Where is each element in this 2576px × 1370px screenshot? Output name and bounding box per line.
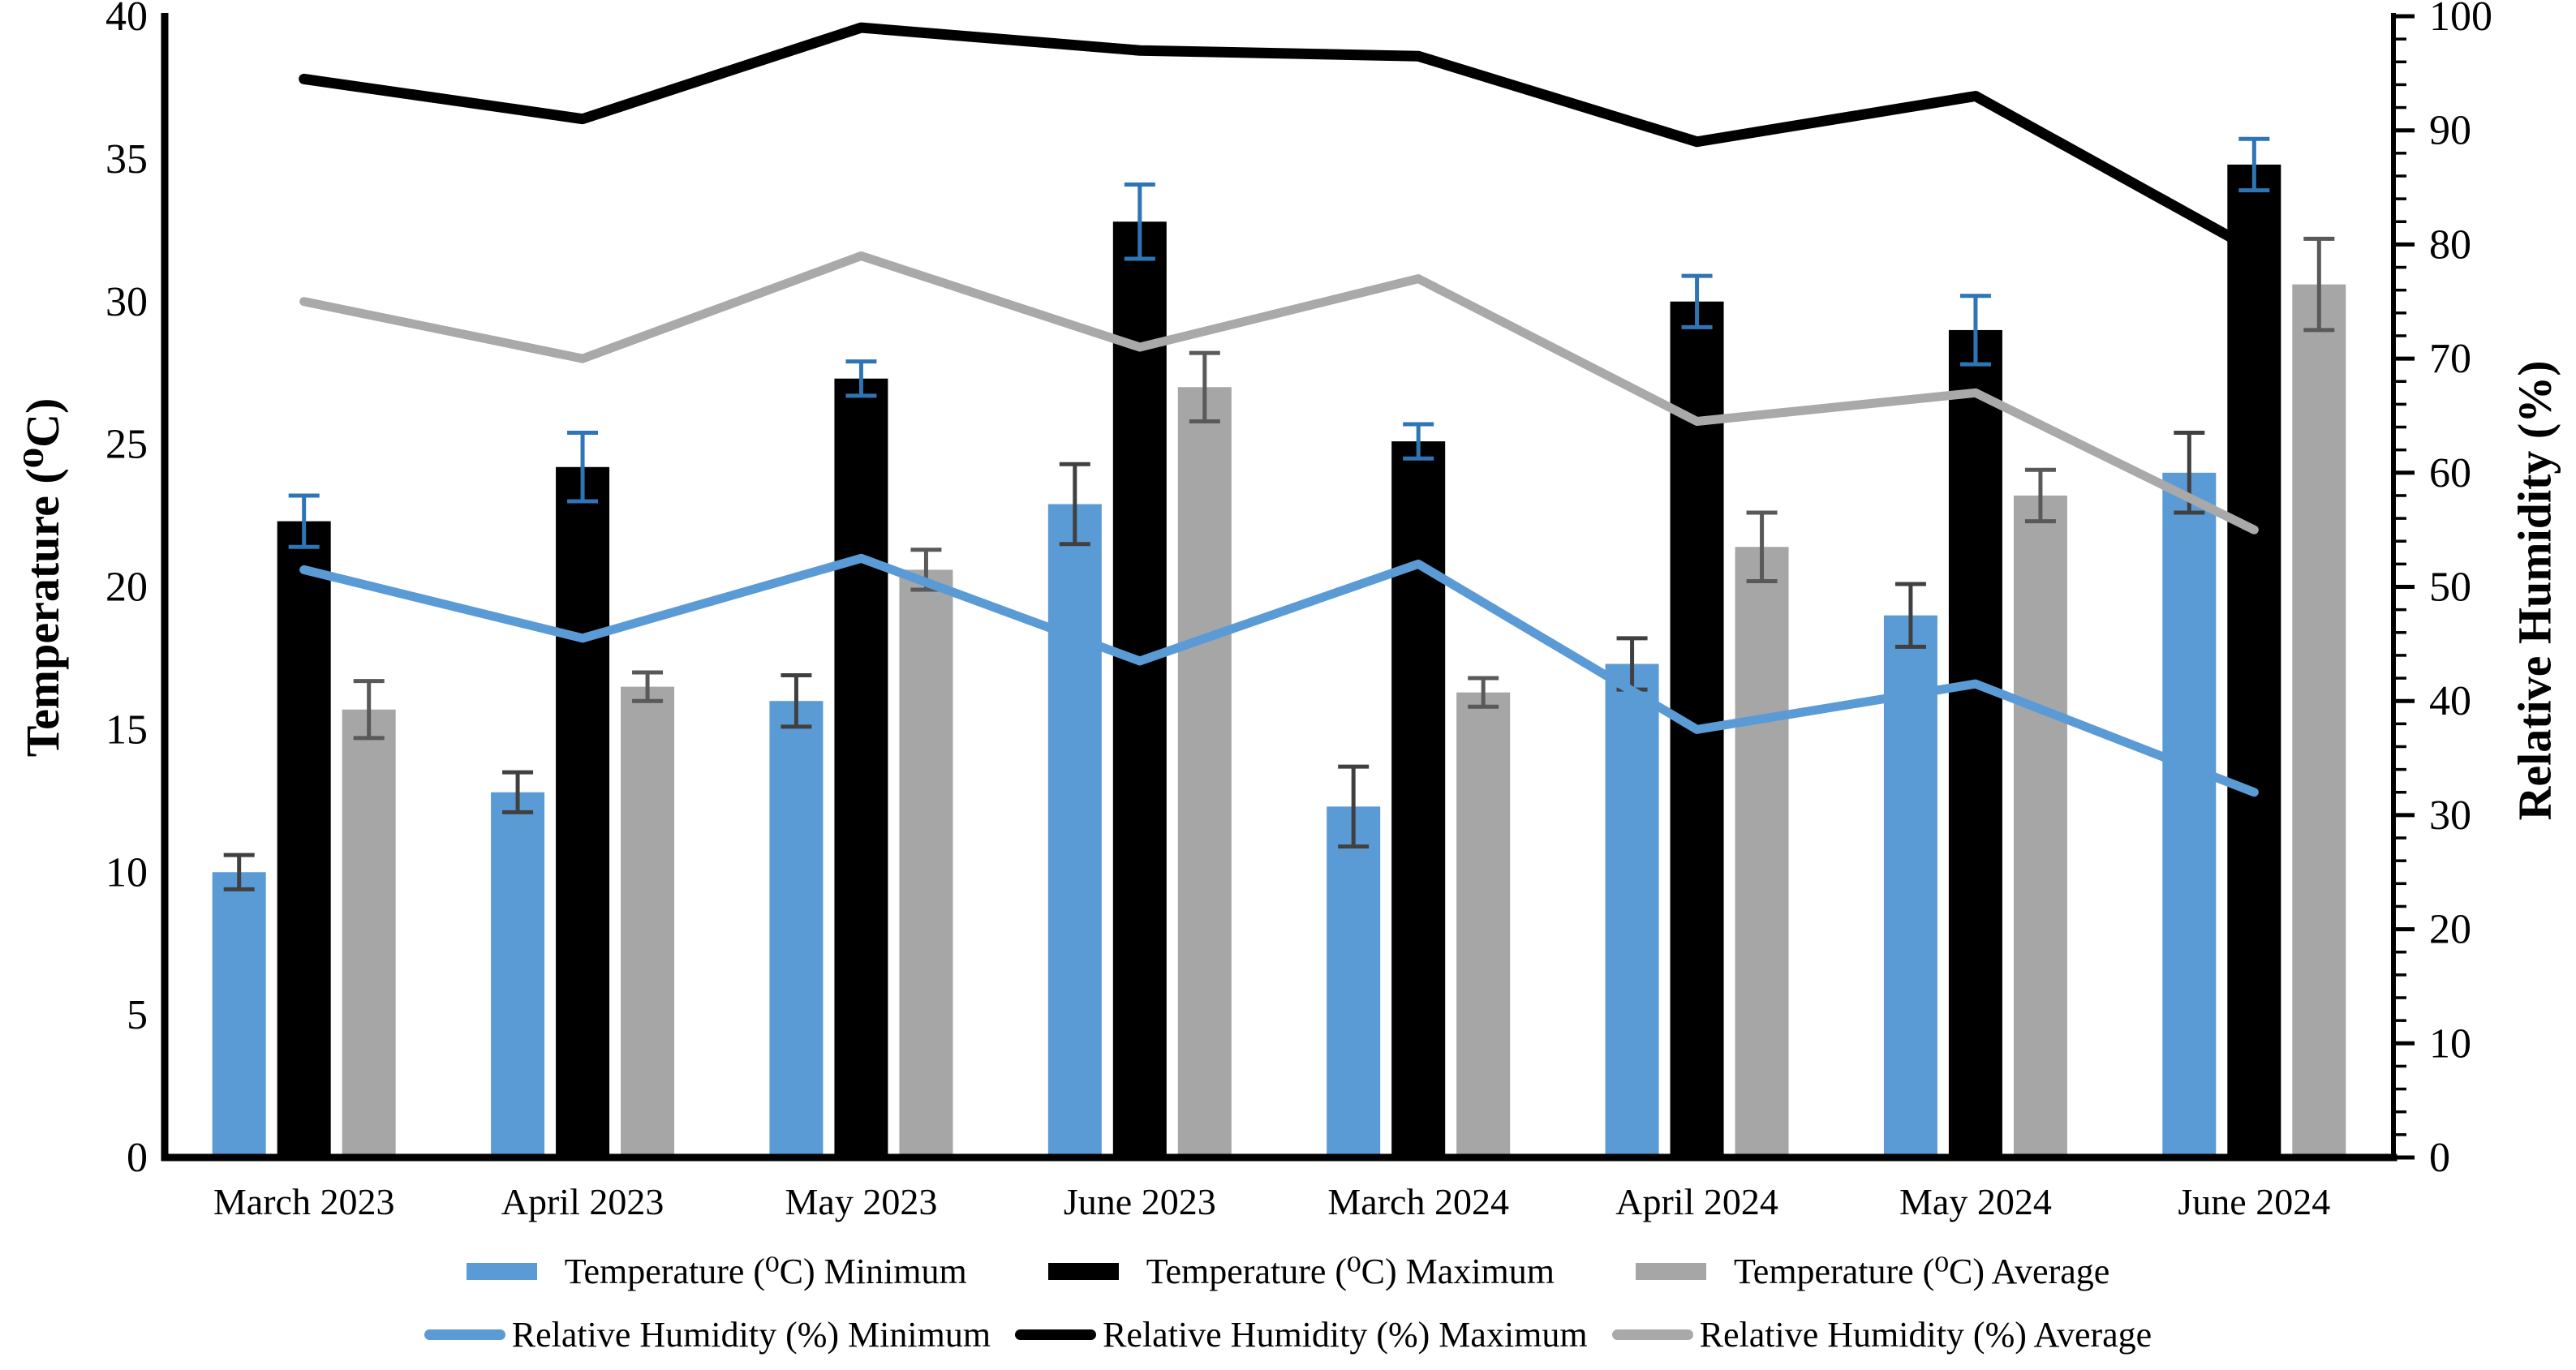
legend-row-lines: Relative Humidity (%) Minimum Relative H… bbox=[0, 1314, 2576, 1355]
left-axis-tick-label: 40 bbox=[105, 0, 148, 40]
bar-2-4 bbox=[1456, 692, 1511, 1157]
bar-0-0 bbox=[212, 872, 266, 1157]
humidity-line-2 bbox=[299, 251, 2259, 535]
right-axis-title: Relative Humidity (%) bbox=[2508, 360, 2561, 821]
bar-0-5 bbox=[1605, 664, 1659, 1157]
right-axis-tick-label: 100 bbox=[2429, 0, 2492, 40]
legend-label-rh-max: Relative Humidity (%) Maximum bbox=[1103, 1315, 1588, 1355]
right-axis-tick-label: 50 bbox=[2429, 565, 2471, 611]
temp-max-swatch-icon bbox=[1047, 1263, 1119, 1280]
rh-avg-line-icon bbox=[1611, 1329, 1693, 1340]
rh-max-line-icon bbox=[1015, 1329, 1097, 1340]
x-axis-category-label: June 2024 bbox=[2178, 1181, 2330, 1222]
legend-label-temp-avg: Temperature (⁰C) Average bbox=[1734, 1252, 2110, 1291]
x-axis-category-label: April 2023 bbox=[501, 1181, 664, 1222]
right-axis-tick-label: 80 bbox=[2429, 221, 2471, 268]
right-axis-tick-label: 60 bbox=[2429, 450, 2471, 496]
legend-item-temp-avg: Temperature (⁰C) Average bbox=[1636, 1251, 2109, 1292]
left-axis-tick-label: 5 bbox=[127, 992, 148, 1038]
temp-min-swatch-icon bbox=[466, 1263, 537, 1280]
left-axis-tick-label: 25 bbox=[105, 422, 148, 468]
right-axis-tick-label: 90 bbox=[2429, 108, 2471, 154]
bar-0-7 bbox=[2162, 472, 2217, 1157]
bar-0-6 bbox=[1883, 615, 1937, 1157]
left-axis-tick-label: 30 bbox=[105, 279, 148, 325]
bar-0-2 bbox=[769, 701, 824, 1157]
right-axis-tick-label: 20 bbox=[2429, 907, 2471, 953]
left-axis-title: Temperature (⁰C) bbox=[16, 397, 69, 758]
bar-0-1 bbox=[491, 792, 545, 1157]
bar-0-4 bbox=[1327, 806, 1381, 1157]
left-axis-tick-label: 20 bbox=[105, 565, 148, 611]
x-axis-category-label: March 2023 bbox=[213, 1181, 395, 1222]
bar-1-1 bbox=[556, 466, 610, 1157]
x-axis-category-label: April 2024 bbox=[1615, 1181, 1778, 1222]
humidity-line-1 bbox=[299, 22, 2260, 256]
legend-label-temp-min: Temperature (⁰C) Minimum bbox=[564, 1252, 967, 1291]
right-axis-tick-label: 30 bbox=[2429, 792, 2471, 839]
bar-2-7 bbox=[2292, 284, 2346, 1157]
left-axis-tick-label: 35 bbox=[105, 136, 148, 183]
humidity-line-0 bbox=[299, 553, 2259, 797]
bar-1-7 bbox=[2227, 164, 2281, 1157]
right-axis-tick-label: 0 bbox=[2429, 1135, 2450, 1181]
left-axis-tick-label: 0 bbox=[127, 1135, 148, 1181]
legend-label-rh-min: Relative Humidity (%) Minimum bbox=[511, 1315, 991, 1355]
bar-2-0 bbox=[342, 709, 396, 1157]
legend-item-rh-min: Relative Humidity (%) Minimum bbox=[424, 1314, 991, 1355]
temp-avg-swatch-icon bbox=[1636, 1263, 1706, 1280]
legend-label-rh-avg: Relative Humidity (%) Average bbox=[1699, 1315, 2152, 1355]
bar-1-4 bbox=[1391, 441, 1446, 1157]
bar-0-3 bbox=[1047, 504, 1102, 1157]
bar-1-2 bbox=[834, 378, 888, 1157]
rh-min-line-icon bbox=[424, 1329, 505, 1340]
legend-item-rh-max: Relative Humidity (%) Maximum bbox=[1015, 1314, 1588, 1355]
left-axis-tick-label: 10 bbox=[105, 849, 148, 895]
bar-1-3 bbox=[1112, 221, 1167, 1157]
bar-2-5 bbox=[1735, 547, 1789, 1157]
left-axis-tick-label: 15 bbox=[105, 706, 148, 753]
x-axis-category-label: March 2024 bbox=[1327, 1181, 1509, 1222]
bar-2-1 bbox=[621, 686, 675, 1157]
bar-1-0 bbox=[277, 521, 331, 1157]
bar-2-6 bbox=[2013, 495, 2067, 1157]
x-axis-category-label: May 2024 bbox=[1899, 1181, 2052, 1222]
right-axis-tick-label: 10 bbox=[2429, 1020, 2471, 1067]
legend-item-temp-min: Temperature (⁰C) Minimum bbox=[466, 1251, 967, 1292]
bar-2-3 bbox=[1177, 387, 1232, 1157]
right-axis-tick-label: 70 bbox=[2429, 336, 2471, 382]
legend-item-temp-max: Temperature (⁰C) Maximum bbox=[1047, 1251, 1555, 1292]
legend-row-bars: Temperature (⁰C) Minimum Temperature (⁰C… bbox=[0, 1251, 2576, 1292]
legend-item-rh-avg: Relative Humidity (%) Average bbox=[1611, 1314, 2152, 1355]
bar-2-2 bbox=[899, 569, 953, 1157]
bar-1-6 bbox=[1948, 329, 2002, 1157]
legend-label-temp-max: Temperature (⁰C) Maximum bbox=[1146, 1252, 1555, 1291]
x-axis-category-label: May 2023 bbox=[785, 1181, 938, 1222]
right-axis-tick-label: 40 bbox=[2429, 678, 2471, 724]
x-axis-category-label: June 2023 bbox=[1064, 1181, 1216, 1222]
